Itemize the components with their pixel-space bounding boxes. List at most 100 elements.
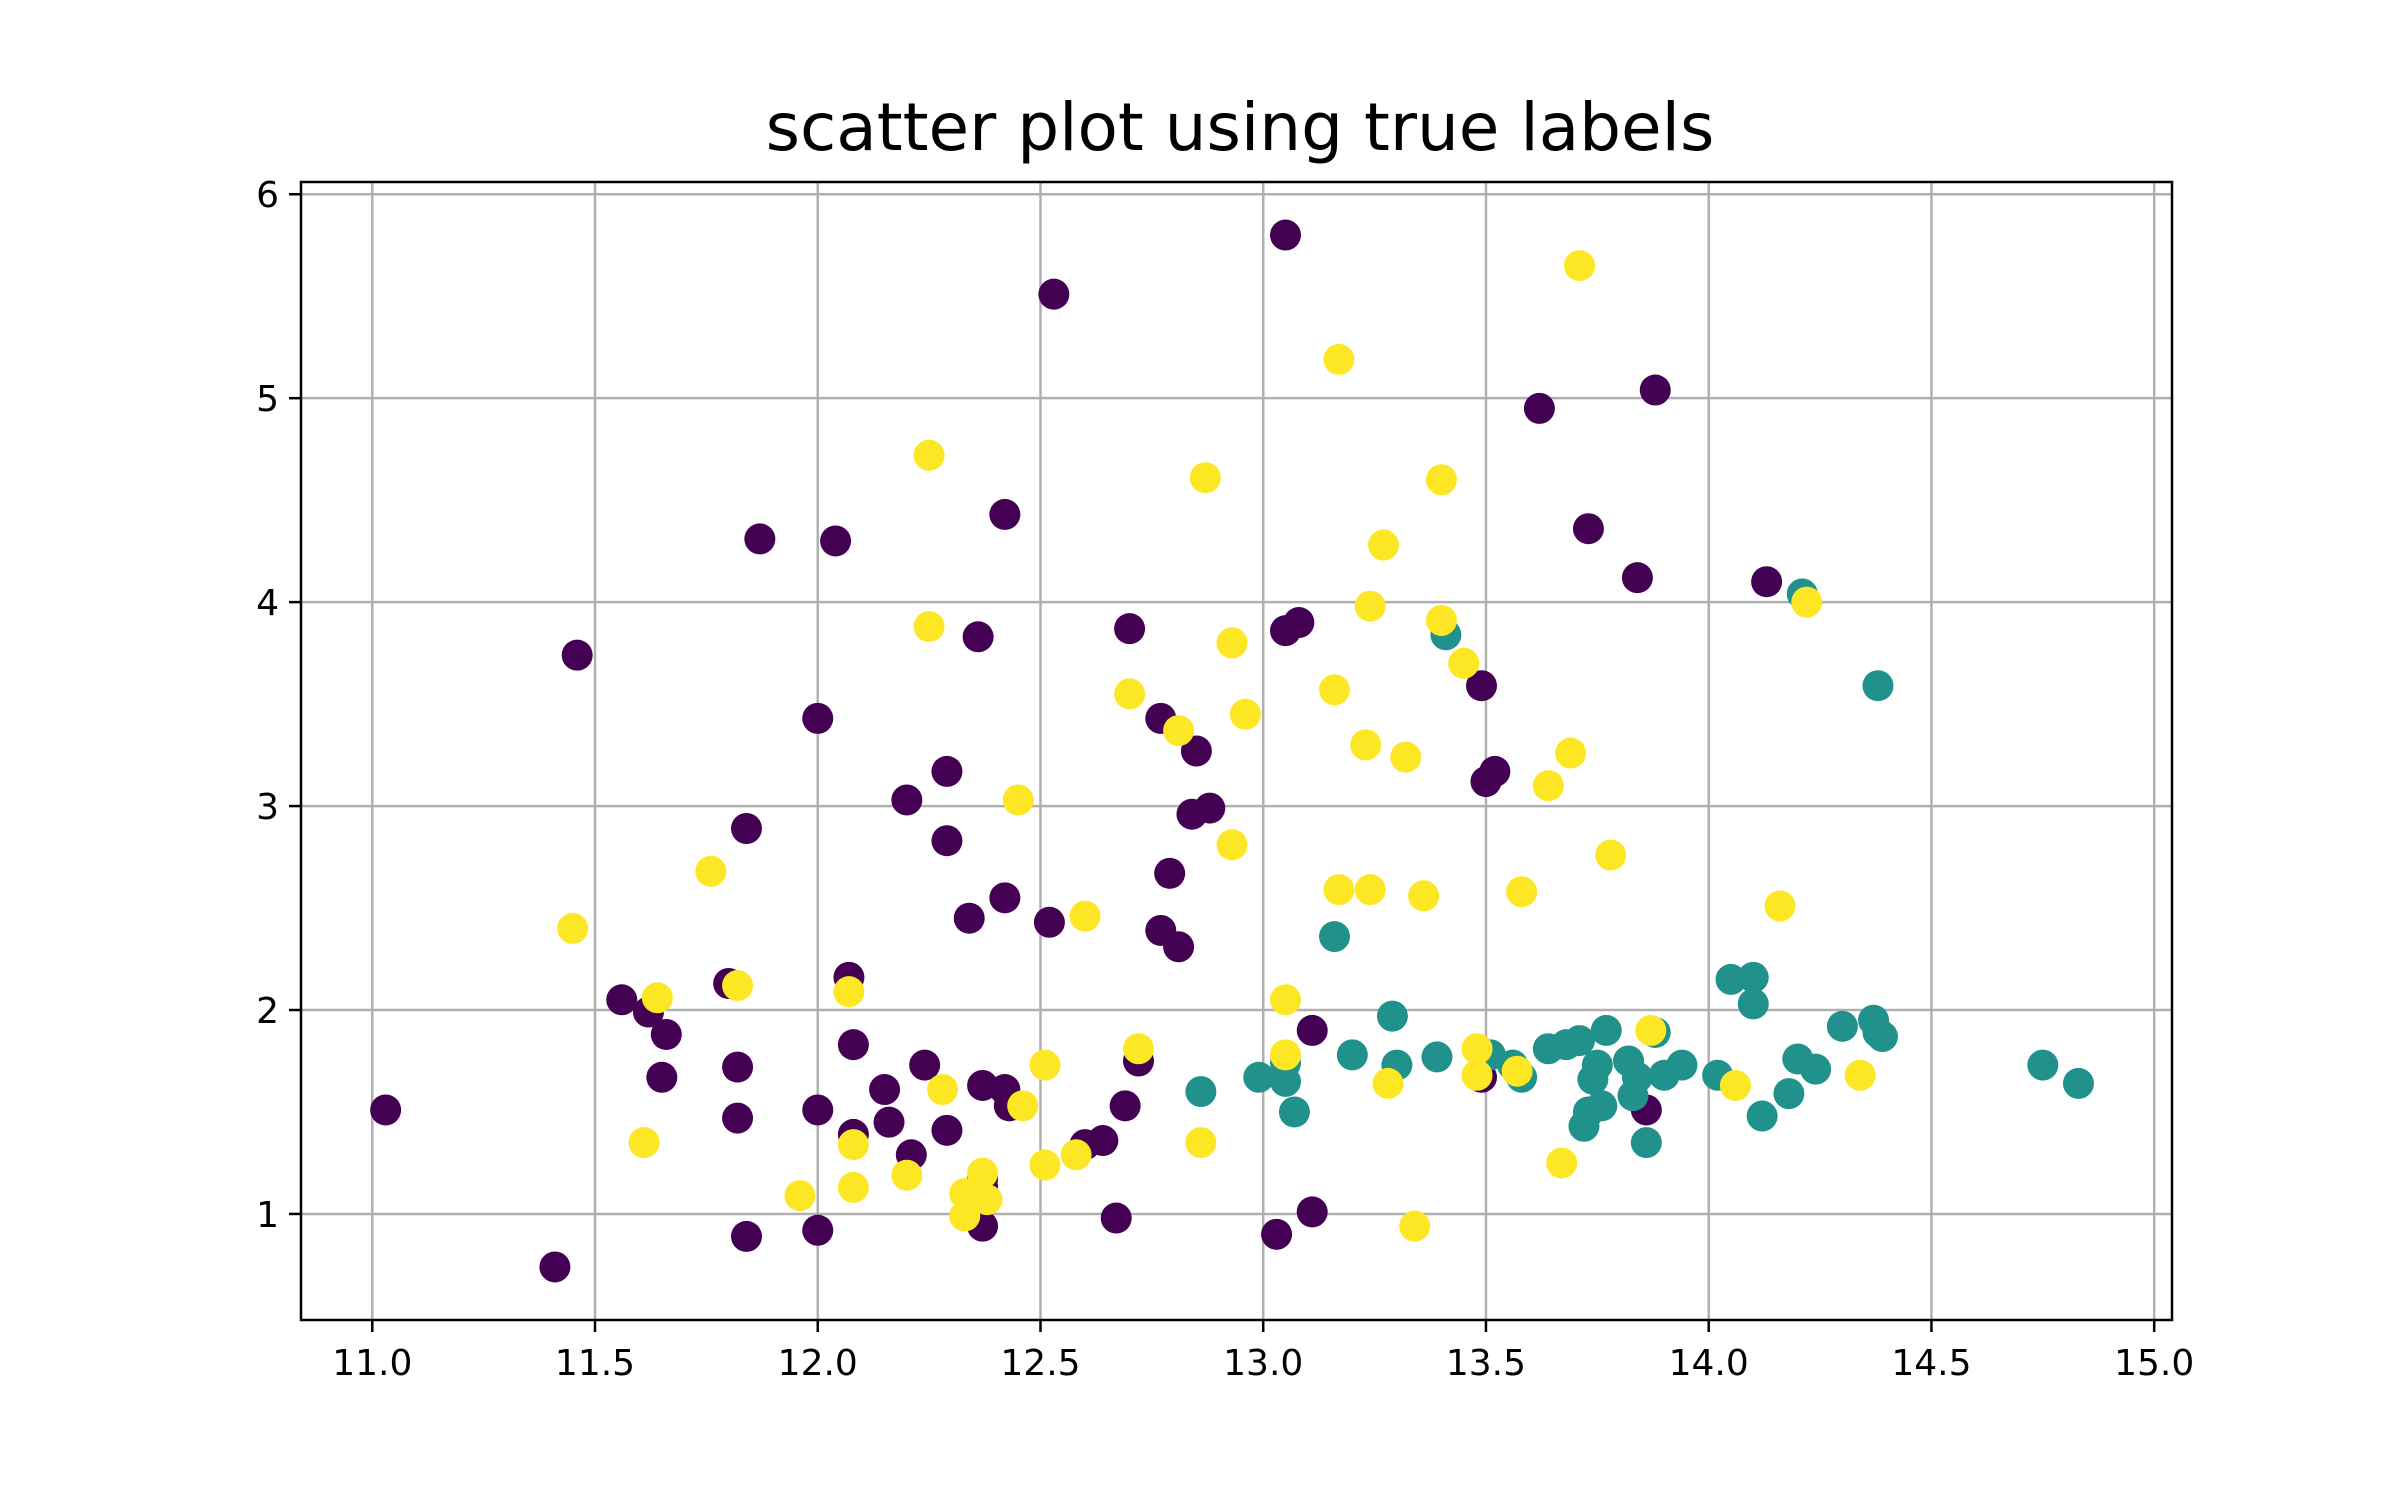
- data-point-class-0: [802, 702, 834, 734]
- data-point-class-2: [1189, 462, 1221, 494]
- data-point-class-0: [802, 1094, 834, 1126]
- data-point-class-0: [989, 882, 1021, 914]
- data-point-class-2: [1319, 674, 1351, 706]
- data-point-class-2: [1844, 1059, 1876, 1091]
- data-point-class-1: [1621, 1061, 1653, 1093]
- data-point-class-1: [1421, 1041, 1453, 1073]
- data-point-class-0: [1523, 392, 1555, 424]
- data-point-class-2: [1216, 829, 1248, 861]
- data-point-class-0: [1154, 857, 1186, 889]
- x-tick-label: 11.5: [555, 1343, 635, 1384]
- data-point-class-0: [931, 825, 963, 857]
- data-point-class-0: [1033, 906, 1065, 938]
- data-point-class-2: [1060, 1139, 1092, 1171]
- x-tick-label: 13.0: [1223, 1343, 1303, 1384]
- data-point-class-0: [650, 1018, 682, 1050]
- data-point-class-2: [1229, 698, 1261, 730]
- data-point-class-2: [913, 439, 945, 471]
- data-point-class-2: [1354, 590, 1386, 622]
- data-point-class-2: [1368, 529, 1400, 561]
- data-point-class-0: [1621, 562, 1653, 594]
- x-tick-label: 15.0: [2114, 1343, 2194, 1384]
- data-point-class-2: [1506, 876, 1538, 908]
- data-point-class-2: [695, 855, 727, 887]
- data-point-class-2: [837, 1171, 869, 1203]
- data-point-class-0: [370, 1094, 402, 1126]
- data-point-class-0: [730, 812, 762, 844]
- axis-ticks: 11.0 11.5 12.0 12.5 13.0 13.5 14.0 14.5 15.0 1 2 3 4…: [256, 175, 2194, 1384]
- axes-frame: [299, 180, 2174, 1322]
- data-point-class-0: [1163, 931, 1195, 963]
- data-point-class-0: [1296, 1014, 1328, 1046]
- data-point-class-2: [641, 982, 673, 1014]
- data-point-class-0: [873, 1106, 905, 1138]
- data-point-class-1: [1564, 1025, 1596, 1057]
- y-tick-label: 3: [256, 787, 279, 828]
- data-point-class-2: [1791, 586, 1823, 618]
- data-point-class-1: [1773, 1078, 1805, 1110]
- data-point-class-2: [1448, 647, 1480, 679]
- data-point-class-0: [931, 755, 963, 787]
- data-point-class-0: [953, 902, 985, 934]
- chart-title: scatter plot using true labels: [766, 89, 1715, 166]
- data-point-class-2: [971, 1184, 1003, 1216]
- data-point-class-2: [833, 976, 865, 1008]
- data-point-class-2: [1122, 1033, 1154, 1065]
- data-point-class-0: [1087, 1125, 1119, 1157]
- data-point-class-1: [1319, 921, 1351, 953]
- data-point-class-0: [744, 523, 776, 555]
- data-point-class-2: [1461, 1033, 1493, 1065]
- data-point-class-2: [913, 611, 945, 643]
- data-point-class-2: [1546, 1147, 1578, 1179]
- data-point-class-2: [1555, 737, 1587, 769]
- data-point-class-2: [1354, 874, 1386, 906]
- y-tick-label: 5: [256, 379, 279, 420]
- data-point-class-1: [1737, 961, 1769, 993]
- data-point-class-2: [1719, 1069, 1751, 1101]
- data-point-class-0: [561, 639, 593, 671]
- data-point-class-0: [989, 498, 1021, 530]
- data-point-class-0: [1180, 735, 1212, 767]
- data-point-class-2: [1216, 627, 1248, 659]
- data-point-class-0: [1572, 513, 1604, 545]
- x-tick-label: 13.5: [1446, 1343, 1526, 1384]
- data-point-class-1: [1630, 1127, 1662, 1159]
- data-point-class-2: [557, 912, 589, 944]
- data-point-class-1: [1278, 1096, 1310, 1128]
- data-point-class-2: [1029, 1049, 1061, 1081]
- y-tick-label: 1: [256, 1195, 279, 1236]
- data-point-class-0: [1296, 1196, 1328, 1228]
- data-point-class-2: [1069, 900, 1101, 932]
- data-point-class-0: [802, 1214, 834, 1246]
- data-point-class-0: [1639, 374, 1671, 406]
- data-point-class-1: [1800, 1053, 1832, 1085]
- data-point-class-2: [1270, 984, 1302, 1016]
- data-point-class-1: [1590, 1014, 1622, 1046]
- data-point-class-2: [1270, 1039, 1302, 1071]
- data-point-class-2: [1764, 890, 1796, 922]
- y-tick-label: 2: [256, 991, 279, 1032]
- data-point-class-0: [1283, 607, 1315, 639]
- data-point-class-0: [1100, 1202, 1132, 1234]
- data-point-class-0: [1466, 670, 1498, 702]
- data-point-class-0: [1261, 1218, 1293, 1250]
- data-point-class-2: [1461, 1059, 1493, 1091]
- data-point-class-1: [1270, 1065, 1302, 1097]
- data-point-class-0: [722, 1051, 754, 1083]
- data-point-class-1: [1666, 1049, 1698, 1081]
- data-point-class-0: [646, 1061, 678, 1093]
- data-point-class-1: [1826, 1010, 1858, 1042]
- data-point-class-2: [1564, 250, 1596, 282]
- data-point-class-2: [1425, 464, 1457, 496]
- data-point-class-1: [1737, 988, 1769, 1020]
- data-point-class-1: [1586, 1090, 1618, 1122]
- data-point-class-2: [891, 1159, 923, 1191]
- data-point-class-2: [967, 1157, 999, 1189]
- data-point-class-0: [891, 784, 923, 816]
- data-point-class-1: [1336, 1039, 1368, 1071]
- data-point-class-0: [909, 1049, 941, 1081]
- data-point-class-0: [820, 525, 852, 557]
- data-point-class-2: [1635, 1014, 1667, 1046]
- data-point-class-2: [1323, 874, 1355, 906]
